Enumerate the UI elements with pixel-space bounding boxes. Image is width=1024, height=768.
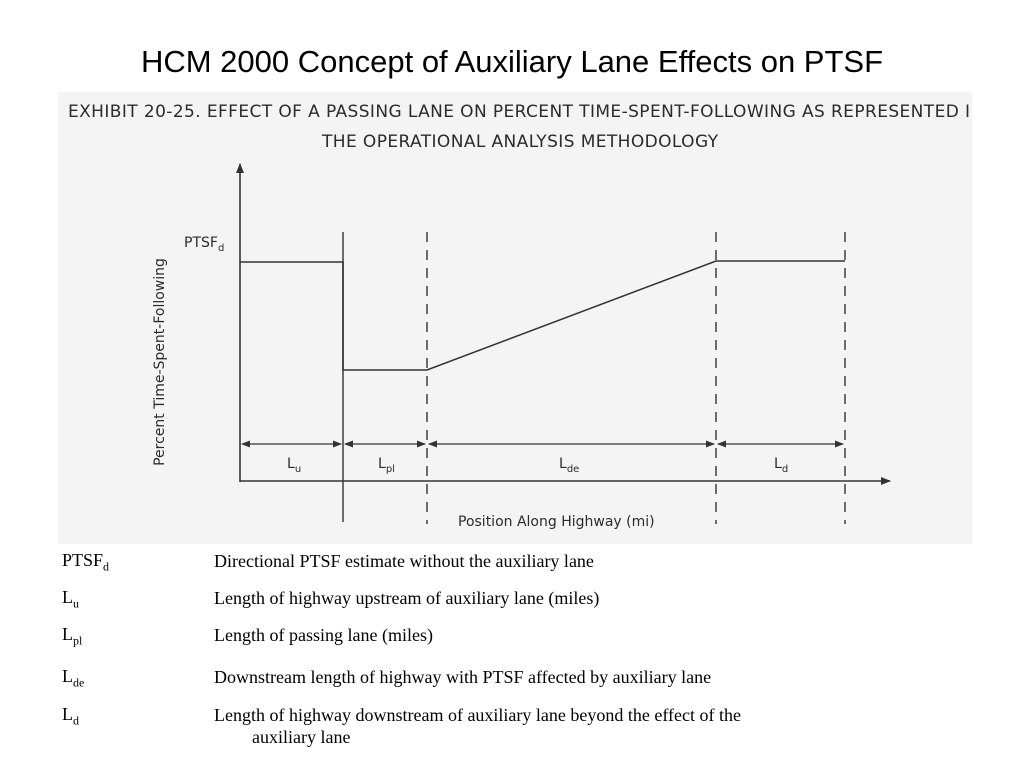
- ptsf-diagram: EXHIBIT 20-25. EFFECT OF A PASSING LANE …: [68, 102, 972, 530]
- legend-row-lde: Lde Downstream length of highway with PT…: [62, 666, 1002, 704]
- ptsf-profile-line: [240, 260, 845, 371]
- segment-label-lpl: Lpl: [378, 456, 395, 475]
- legend-description: Length of passing lane (miles): [214, 625, 433, 645]
- legend-description: Length of highway downstream of auxiliar…: [214, 705, 741, 747]
- legend-definitions: PTSFd Directional PTSF estimate without …: [62, 550, 1002, 752]
- legend-row-ptsfd: PTSFd Directional PTSF estimate without …: [62, 550, 1002, 587]
- exhibit-figure: EXHIBIT 20-25. EFFECT OF A PASSING LANE …: [58, 92, 972, 544]
- legend-row-lu: Lu Length of highway upstream of auxilia…: [62, 587, 1002, 624]
- y-axis-label: Percent Time-Spent-Following: [152, 258, 168, 466]
- legend-symbol: Lu: [62, 587, 79, 611]
- ptsf-d-label: PTSFd: [184, 235, 224, 254]
- segment-label-lu: Lu: [287, 456, 301, 475]
- legend-symbol: PTSFd: [62, 550, 110, 574]
- legend-description: Length of highway upstream of auxiliary …: [214, 588, 600, 608]
- exhibit-caption-line-1: EXHIBIT 20-25. EFFECT OF A PASSING LANE …: [68, 102, 972, 122]
- exhibit-caption-line-2: THE OPERATIONAL ANALYSIS METHODOLOGY: [321, 132, 719, 152]
- legend-description: Directional PTSF estimate without the au…: [214, 551, 594, 571]
- legend-row-ld: Ld Length of highway downstream of auxil…: [62, 704, 1002, 752]
- legend-symbol: Ld: [62, 704, 79, 728]
- x-axis-label: Position Along Highway (mi): [458, 514, 655, 530]
- segment-label-lde: Lde: [559, 456, 579, 475]
- legend-symbol: Lpl: [62, 624, 83, 648]
- legend-description: Downstream length of highway with PTSF a…: [214, 667, 712, 687]
- slide-title: HCM 2000 Concept of Auxiliary Lane Effec…: [140, 44, 884, 79]
- legend-symbol: Lde: [62, 666, 85, 690]
- legend-row-lpl: Lpl Length of passing lane (miles): [62, 624, 1002, 666]
- segment-label-ld: Ld: [774, 456, 788, 475]
